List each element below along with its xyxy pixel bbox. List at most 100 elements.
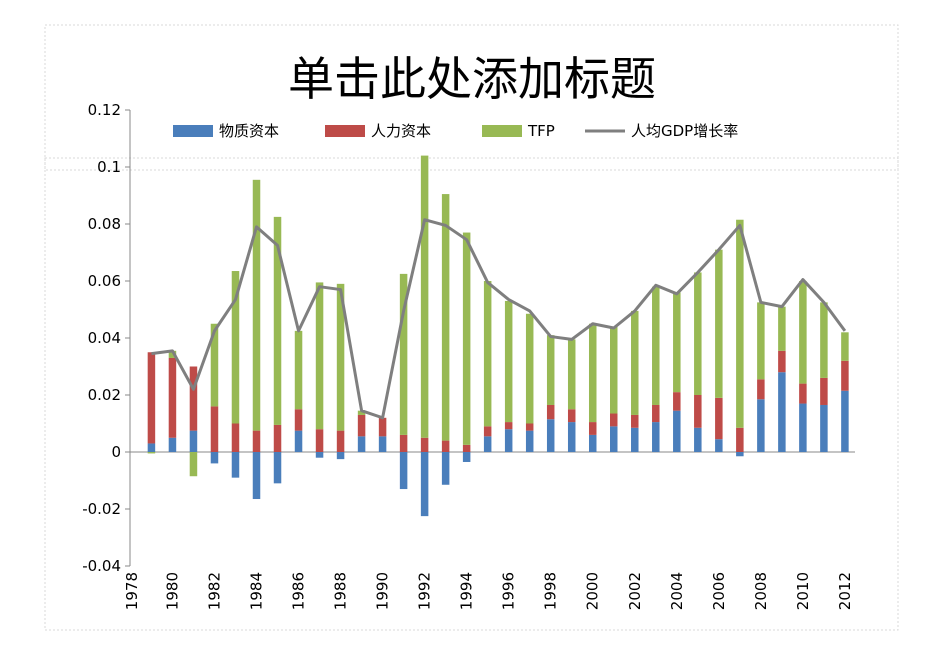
bar-segment xyxy=(462,452,471,462)
bar-segment xyxy=(294,430,303,453)
x-tick-label: 1986 xyxy=(290,572,308,610)
bar-segment xyxy=(462,232,471,445)
bar-segment xyxy=(252,179,261,431)
bar-segment xyxy=(168,357,177,438)
bar-segment xyxy=(673,410,681,452)
bar-segment xyxy=(504,429,513,452)
bar-segment xyxy=(483,436,492,452)
bar-segment xyxy=(757,302,765,380)
bar-segment xyxy=(588,323,597,423)
bar-segment xyxy=(673,292,681,393)
bar-segment xyxy=(652,286,660,405)
bar-segment xyxy=(610,326,618,414)
bar-segment xyxy=(841,360,849,391)
bar-segment xyxy=(799,383,807,404)
y-tick-label: 0.08 xyxy=(88,215,121,233)
x-tick-label: 2006 xyxy=(710,572,728,610)
x-tick-label: 2010 xyxy=(794,572,812,610)
bar-segment xyxy=(525,430,534,453)
bar-segment xyxy=(694,427,702,452)
bar-segment xyxy=(778,306,786,351)
y-tick-label: -0.04 xyxy=(82,557,121,575)
bar-segment xyxy=(420,155,429,438)
bar-segment xyxy=(631,310,639,415)
bar-segment xyxy=(799,403,807,452)
bar-segment xyxy=(315,429,324,452)
bar-segment xyxy=(336,452,345,460)
bar-segment xyxy=(736,219,744,428)
bar-segment xyxy=(588,434,597,452)
x-tick-label: 1982 xyxy=(205,572,223,610)
plot-area: -0.04 -0.02 0 0.02 0.04 0.06 0.08 0.1 0.12 1978 19… xyxy=(82,101,855,610)
x-tick-label: 2004 xyxy=(668,572,686,610)
legend: 物质资本 人力资本 TFP 人均GDP增长率 xyxy=(173,122,738,140)
x-tick-label: 1978 xyxy=(123,572,141,610)
bar-segment xyxy=(315,452,324,458)
bar-segment xyxy=(294,330,303,410)
bar-segment xyxy=(736,452,744,457)
bar-segment xyxy=(189,452,198,477)
bar-segment xyxy=(736,427,744,452)
bar-segment xyxy=(841,390,849,452)
y-tick-label: 0.04 xyxy=(88,329,121,347)
bar-segment xyxy=(210,323,219,407)
content-placeholder-border xyxy=(44,157,899,631)
bar-segment xyxy=(631,427,639,452)
bar-segment xyxy=(231,271,240,424)
bar-segment xyxy=(336,283,345,431)
bar-segment xyxy=(231,452,240,478)
bar-segment xyxy=(189,366,198,431)
y-tick-label: 0.1 xyxy=(97,158,121,176)
bar-segment xyxy=(483,426,492,437)
bar-segment xyxy=(694,395,702,428)
bar-segment xyxy=(147,352,156,444)
bar-segment xyxy=(673,392,681,411)
bar-segment xyxy=(357,436,366,452)
y-tick-label: 0 xyxy=(111,443,121,461)
x-tick-label: 1992 xyxy=(416,572,434,610)
bar-segment xyxy=(610,426,618,452)
bar-segment xyxy=(567,422,576,452)
x-tick-label: 1990 xyxy=(374,572,392,610)
bar-segment xyxy=(546,419,555,452)
bar-segment xyxy=(588,422,597,435)
bar-segment xyxy=(252,452,261,500)
bar-segment xyxy=(441,440,450,452)
bar-segment xyxy=(462,444,471,453)
bar-segment xyxy=(567,409,576,423)
y-tick-label: 0.12 xyxy=(88,101,121,119)
bar-segment xyxy=(841,332,849,361)
legend-label: 人均GDP增长率 xyxy=(631,122,738,140)
bar-segment xyxy=(147,443,156,452)
title-placeholder-border xyxy=(44,24,899,171)
bar-segment xyxy=(441,452,450,485)
bar-segment xyxy=(820,404,828,452)
y-tick-label: 0.02 xyxy=(88,386,121,404)
legend-label: 物质资本 xyxy=(219,122,279,140)
bar-segment xyxy=(420,437,429,452)
bar-segment xyxy=(252,430,261,453)
legend-swatch xyxy=(325,125,365,137)
bar-segment xyxy=(147,452,156,454)
bar-segment xyxy=(189,430,198,453)
x-tick-label: 2008 xyxy=(752,572,770,610)
bar-segment xyxy=(168,350,177,358)
bar-segment xyxy=(399,452,408,490)
bar-segment xyxy=(757,379,765,400)
bar-segment xyxy=(294,409,303,431)
x-tick-label: 2012 xyxy=(836,572,854,610)
bar-segment xyxy=(546,335,555,405)
bar-segment xyxy=(715,249,723,398)
x-tick-label: 1988 xyxy=(332,572,350,610)
legend-swatch xyxy=(173,125,213,137)
x-tick-label: 1984 xyxy=(248,572,266,610)
bar-segment xyxy=(357,414,366,437)
bar-segment xyxy=(504,422,513,430)
bar-segment xyxy=(441,194,450,441)
bar-segment xyxy=(168,437,177,452)
bar-segment xyxy=(694,272,702,395)
bar-segment xyxy=(715,397,723,440)
bar-segment xyxy=(778,350,786,373)
x-tick-label: 1998 xyxy=(542,572,560,610)
series-line xyxy=(151,218,847,420)
